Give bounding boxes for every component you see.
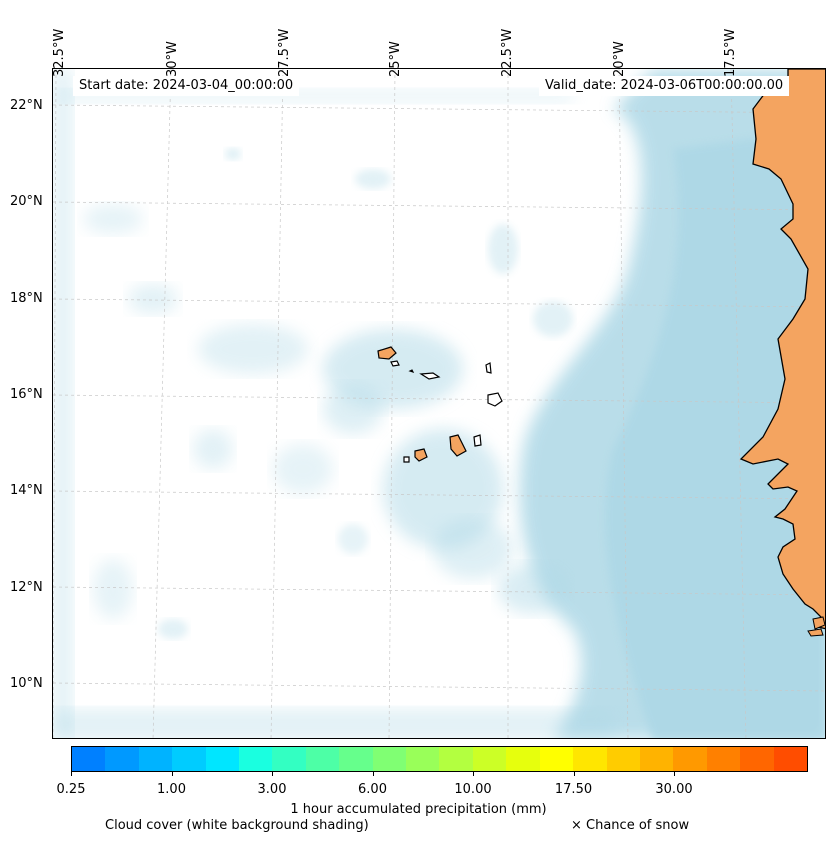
colorbar-segment xyxy=(205,747,240,771)
lat-tick-label: 20°N xyxy=(10,194,43,209)
colorbar-label: 1 hour accumulated precipitation (mm) xyxy=(290,802,547,817)
colorbar-segment xyxy=(272,747,306,771)
colorbar-segment xyxy=(606,747,640,771)
colorbar-segment xyxy=(105,747,139,771)
colorbar-segment xyxy=(305,747,340,771)
lon-tick-label: 30°W xyxy=(165,41,180,77)
colorbar-segment xyxy=(539,747,574,771)
cloud-cover-layer xyxy=(53,69,825,738)
snow-legend: × Chance of snow xyxy=(571,818,690,833)
lon-tick-label: 17.5°W xyxy=(723,28,738,77)
lon-tick-label: 20°W xyxy=(612,41,627,77)
colorbar-segment xyxy=(639,747,674,771)
cloud-cover-legend: Cloud cover (white background shading) xyxy=(105,818,369,833)
colorbar-tick-mark xyxy=(473,772,474,776)
colorbar-tick-label: 10.00 xyxy=(454,782,492,797)
lat-tick-label: 18°N xyxy=(10,291,43,306)
lat-tick-label: 10°N xyxy=(10,676,43,691)
lat-tick-label: 14°N xyxy=(10,483,43,498)
colorbar-segment xyxy=(773,747,807,771)
colorbar-segment xyxy=(472,747,507,771)
lat-tick-label: 16°N xyxy=(10,387,43,402)
valid-date-label: Valid_date: 2024-03-06T00:00:00.00 xyxy=(539,76,790,96)
colorbar-segment xyxy=(239,747,273,771)
map-panel xyxy=(52,68,826,739)
colorbar-segment xyxy=(706,747,741,771)
lon-tick-label: 25°W xyxy=(388,41,403,77)
colorbar-tick-mark xyxy=(372,772,374,776)
colorbar-segment xyxy=(673,747,707,771)
colorbar-tick-mark xyxy=(573,772,575,776)
colorbar-segment xyxy=(372,747,407,771)
africa-landmass xyxy=(739,69,825,630)
colorbar-tick-mark xyxy=(674,772,675,776)
start-date-label: Start date: 2024-03-04_00:00:00 xyxy=(73,76,300,96)
colorbar-segment xyxy=(439,747,473,771)
colorbar-segment xyxy=(506,747,540,771)
colorbar-segment xyxy=(740,747,774,771)
colorbar-tick-label: 1.00 xyxy=(157,782,186,797)
colorbar-tick-label: 17.50 xyxy=(554,782,593,797)
lon-tick-label: 27.5°W xyxy=(277,28,292,77)
lon-tick-label: 32.5°W xyxy=(52,28,67,77)
colorbar-tick-mark xyxy=(272,772,273,776)
colorbar-segment xyxy=(138,747,173,771)
lat-tick-label: 22°N xyxy=(10,98,43,113)
colorbar-segment xyxy=(72,747,106,771)
lat-tick-label: 12°N xyxy=(10,580,43,595)
bijagos-islands xyxy=(807,616,825,637)
lon-tick-label: 22.5°W xyxy=(500,28,515,77)
colorbar-tick-mark xyxy=(171,772,173,776)
colorbar-tick-label: 3.00 xyxy=(257,782,287,797)
cape-verde-islands xyxy=(377,346,503,463)
map-canvas xyxy=(53,69,825,738)
graticule xyxy=(53,69,825,738)
colorbar-tick-label: 0.25 xyxy=(56,782,86,797)
colorbar-segment xyxy=(573,747,607,771)
precipitation-colorbar xyxy=(71,746,808,772)
colorbar-tick-mark xyxy=(71,772,72,776)
colorbar-segment xyxy=(172,747,206,771)
colorbar-tick-label: 30.00 xyxy=(655,782,693,797)
colorbar-segment xyxy=(406,747,440,771)
colorbar-segment xyxy=(339,747,373,771)
colorbar-tick-label: 6.00 xyxy=(358,782,387,797)
